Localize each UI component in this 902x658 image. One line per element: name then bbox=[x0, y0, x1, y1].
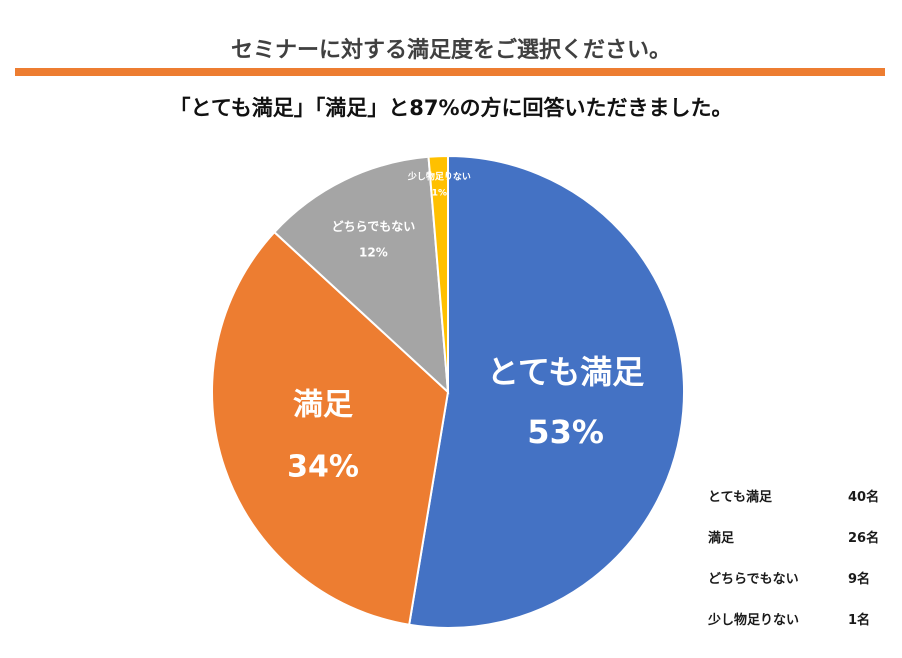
count-row: とても満足 40名 bbox=[708, 486, 898, 527]
count-row-value: 40名 bbox=[848, 490, 880, 505]
count-row: 少し物足りない 1名 bbox=[708, 609, 898, 650]
count-row-label: どちらでもない bbox=[708, 572, 799, 587]
count-row-value: 9名 bbox=[848, 572, 871, 587]
slice-name-label: どちらでもない bbox=[332, 220, 416, 234]
count-row-label: 満足 bbox=[708, 531, 735, 546]
slice-percent-label: 34% bbox=[287, 449, 359, 484]
title-underline bbox=[15, 68, 885, 76]
slice-name-label: とても満足 bbox=[487, 353, 644, 391]
count-row-label: 少し物足りない bbox=[708, 613, 800, 628]
count-row-value: 26名 bbox=[848, 531, 880, 546]
slice-name-label: 少し物足りない bbox=[407, 171, 471, 183]
slice-name-label: 満足 bbox=[293, 387, 353, 422]
page-title: セミナーに対する満足度をご選択ください。 bbox=[230, 38, 671, 63]
slice-percent-label: 12% bbox=[359, 246, 388, 260]
pie-slice bbox=[272, 155, 450, 395]
count-row: 満足 26名 bbox=[708, 527, 898, 568]
page-subtitle: 「とても満足」「満足」と87%の方に回答いただきました。 bbox=[169, 96, 733, 120]
pie-slice bbox=[408, 154, 686, 629]
slice-percent-label: 53% bbox=[527, 413, 604, 451]
slice-percent-label: 1% bbox=[432, 189, 447, 199]
pie-slice bbox=[427, 154, 449, 393]
count-row-label: とても満足 bbox=[708, 490, 772, 505]
count-row-value: 1名 bbox=[848, 613, 871, 628]
count-row: どちらでもない 9名 bbox=[708, 568, 898, 609]
count-table: とても満足 40名 満足 26名 どちらでもない 9名 少し物足りない 1名 bbox=[708, 486, 898, 650]
pie-slice bbox=[211, 230, 450, 626]
